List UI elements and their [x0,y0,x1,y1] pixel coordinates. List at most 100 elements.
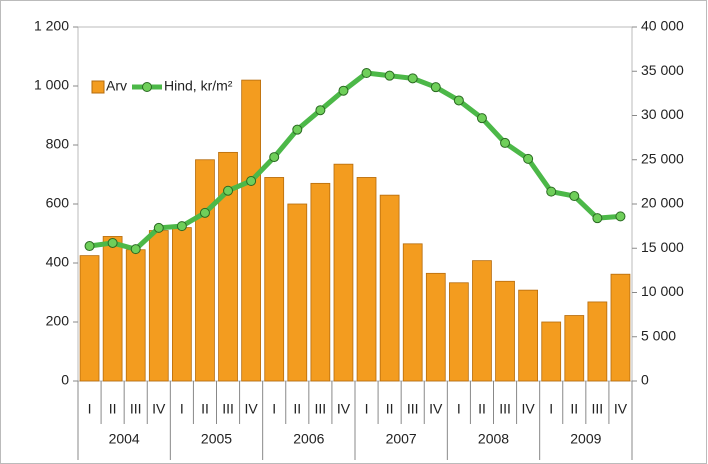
line-marker [107,237,118,248]
bar [264,177,285,382]
bar [356,177,377,382]
y2-tick-label: 30 000 [641,106,684,122]
y-tick-label: 600 [46,195,70,211]
x-tick-label: II [201,401,209,417]
line-marker [361,68,372,79]
legend-marker [142,82,152,92]
bar [172,227,192,382]
y-tick-label: 0 [61,372,69,388]
bar [518,289,538,382]
x-tick-label: III [130,401,142,417]
bar [241,79,261,382]
bar [610,273,631,382]
x-tick-label: II [386,401,394,417]
line-marker [84,241,95,252]
y2-tick-label: 10 000 [641,283,684,299]
y2-tick-label: 20 000 [641,195,684,211]
bar [472,260,492,382]
x-tick-label: IV [337,401,351,417]
x-group-label: 2008 [478,431,509,447]
line-marker [130,244,141,255]
line-marker [269,152,280,163]
x-tick-label: III [222,401,234,417]
bar [102,236,123,382]
x-tick-label: III [407,401,419,417]
y2-tick-label: 5 000 [641,327,676,343]
x-tick-label: IV [245,401,259,417]
bar [541,321,562,382]
x-tick-label: I [365,401,369,417]
bar [218,151,238,382]
bar [425,272,446,382]
x-tick-label: I [457,401,461,417]
x-tick-label: I [180,401,184,417]
x-tick-label: III [315,401,327,417]
y2-tick-label: 40 000 [641,18,684,34]
legend-swatch [91,80,105,94]
x-group-label: 2006 [293,431,324,447]
line-marker [476,113,487,124]
line-marker [246,175,257,186]
bar [287,203,308,382]
y2-tick-label: 35 000 [641,62,684,78]
x-tick-label: I [272,401,276,417]
line-marker [315,105,326,116]
line-marker [523,153,534,164]
line-marker [615,211,626,222]
bar [564,315,585,382]
line-marker [223,185,234,196]
x-tick-label: IV [522,401,536,417]
x-tick-label: II [109,401,117,417]
line-marker [592,213,603,224]
x-tick-label: I [549,401,553,417]
line-marker [453,95,464,106]
line-marker [338,85,349,96]
bar [148,230,169,382]
y2-tick-label: 25 000 [641,150,684,166]
bar [310,182,331,382]
legend-label: Arv [106,78,127,94]
y-tick-label: 400 [46,254,70,270]
x-tick-label: II [478,401,486,417]
x-group-label: 2004 [109,431,140,447]
y-tick-label: 800 [46,136,70,152]
bar [195,159,215,382]
x-tick-label: IV [614,401,628,417]
line-marker [384,70,395,81]
x-group-label: 2005 [201,431,232,447]
bar [495,280,515,382]
bar [79,255,100,382]
x-tick-label: III [592,401,604,417]
x-tick-label: III [499,401,511,417]
x-tick-label: IV [429,401,443,417]
bar [402,243,423,382]
line-marker [569,191,580,202]
bar [379,194,400,382]
x-group-label: 2007 [386,431,417,447]
y-tick-label: 200 [46,313,70,329]
line-marker [546,186,557,197]
line-marker [430,82,441,93]
line-marker [292,124,303,135]
line-marker [176,221,187,232]
x-tick-label: II [570,401,578,417]
y-tick-label: 1 200 [34,18,69,34]
legend-label: Hind, kr/m² [164,78,233,94]
x-tick-label: I [88,401,92,417]
x-group-label: 2009 [570,431,601,447]
bar [587,301,608,382]
bar [333,163,354,382]
bar [449,282,469,382]
line-marker [199,207,210,218]
line-marker [407,73,418,84]
line-marker [153,222,164,233]
y2-tick-label: 0 [641,372,649,388]
bar [125,249,146,382]
y-tick-label: 1 000 [34,77,69,93]
x-tick-label: IV [152,401,166,417]
x-tick-label: II [293,401,301,417]
line-marker [500,137,511,148]
y2-tick-label: 15 000 [641,239,684,255]
